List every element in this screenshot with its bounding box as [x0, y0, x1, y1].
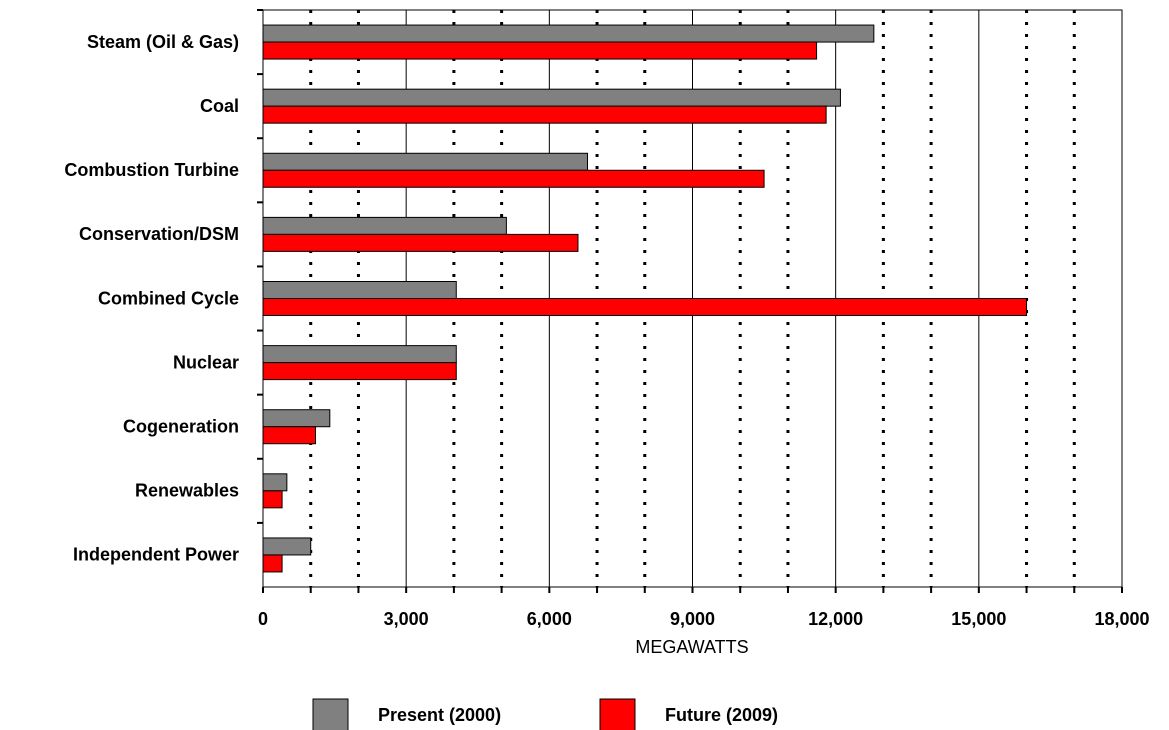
bar: [262, 88, 841, 107]
x-tick-label: 18,000: [1094, 609, 1149, 629]
x-tick-label: 0: [258, 609, 268, 629]
bar: [262, 490, 283, 509]
y-tick-label: Independent Power: [73, 545, 239, 565]
bar: [262, 24, 875, 43]
bar: [262, 426, 316, 445]
y-tick-label: Cogeneration: [123, 416, 239, 436]
bar: [262, 409, 331, 428]
x-tick-label: 12,000: [808, 609, 863, 629]
bar: [262, 345, 457, 364]
bar: [262, 473, 288, 492]
bar: [262, 105, 827, 124]
y-tick-label: Coal: [200, 96, 239, 116]
legend-swatch: [312, 698, 349, 730]
y-tick-label: Combustion Turbine: [64, 160, 239, 180]
x-tick-label: 9,000: [670, 609, 715, 629]
bar: [262, 362, 457, 381]
y-tick-label: Renewables: [135, 481, 239, 501]
bar: [262, 298, 1028, 316]
x-tick-label: 15,000: [951, 609, 1006, 629]
x-tick-label: 3,000: [384, 609, 429, 629]
y-tick-label: Steam (Oil & Gas): [87, 32, 239, 52]
y-tick-label: Combined Cycle: [98, 288, 239, 308]
bar: [262, 554, 283, 573]
legend-label: Present (2000): [378, 705, 501, 725]
x-axis-title: MEGAWATTS: [635, 637, 748, 657]
bar: [262, 233, 579, 252]
y-tick-label: Conservation/DSM: [79, 224, 239, 244]
legend-label: Future (2009): [665, 705, 778, 725]
x-tick-label: 6,000: [527, 609, 572, 629]
bar: [262, 216, 507, 235]
bar: [262, 169, 765, 188]
bar: [262, 41, 818, 60]
bar: [262, 281, 457, 299]
legend-swatch: [599, 698, 636, 730]
y-tick-label: Nuclear: [173, 352, 239, 372]
bar: [262, 152, 589, 171]
bar: [262, 537, 312, 556]
